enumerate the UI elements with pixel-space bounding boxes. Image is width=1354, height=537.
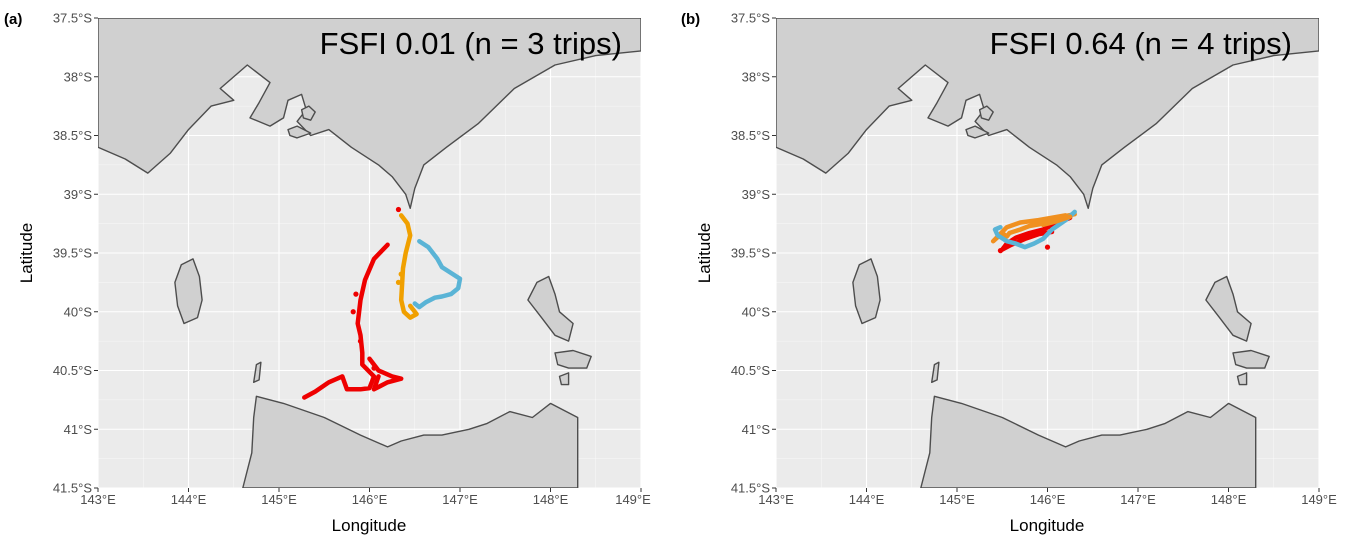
y-tick-label: 40°S (64, 304, 93, 319)
landmasses (98, 18, 641, 488)
land-king-island (852, 258, 881, 325)
location-fix (395, 206, 402, 213)
y-tick-label: 38°S (742, 69, 771, 84)
map-panel-a: 143°E 144°E 145°E 146°E 147°E 148°E 149°E 37.5… (4, 11, 651, 536)
x-axis-ticks: 143°E 144°E 145°E 146°E 147°E 148°E 149°E (80, 488, 651, 507)
y-tick-label: 37.5°S (53, 11, 93, 26)
x-tick-label: 148°E (533, 492, 569, 507)
x-tick-label: 146°E (1030, 492, 1066, 507)
foraging-tracks (302, 206, 463, 400)
x-tick-label: 146°E (352, 492, 388, 507)
trip-track (398, 213, 419, 320)
land-mainland-victoria (776, 18, 1319, 210)
y-tick-label: 40.5°S (731, 363, 771, 378)
y-tick-label: 39°S (742, 187, 771, 202)
land-cape-barren-island (554, 349, 592, 369)
x-tick-label: 149°E (1301, 492, 1337, 507)
x-tick-label: 143°E (758, 492, 794, 507)
land-mainland-victoria (98, 18, 641, 210)
land-french-island (300, 105, 316, 121)
panel-title: FSFI 0.64 (n = 4 trips) (990, 26, 1292, 61)
map-panel-b: 143°E 144°E 145°E 146°E 147°E 148°E 149°E 37.5… (681, 11, 1337, 536)
y-tick-label: 39.5°S (731, 246, 771, 261)
y-tick-label: 38.5°S (53, 128, 93, 143)
land-phillip-island (965, 125, 990, 139)
location-fix (398, 271, 404, 277)
y-axis-title: Latitude (695, 223, 714, 284)
land-flinders-island (1205, 275, 1252, 342)
trip-track (992, 209, 1077, 250)
location-fix (350, 309, 356, 315)
location-fix (997, 248, 1004, 254)
location-fix (1044, 244, 1051, 250)
y-axis-ticks: 37.5°S 38°S 38.5°S 39°S 39.5°S 40°S 40.5°S 41°S… (731, 11, 776, 496)
y-axis-ticks: 37.5°S 38°S 38.5°S 39°S 39.5°S 40°S 40.5°S 41°S… (53, 11, 98, 496)
land-cape-barren-island (1232, 349, 1270, 369)
panel-tag: (a) (4, 11, 22, 28)
foraging-tracks (990, 209, 1077, 254)
y-tick-label: 41.5°S (731, 481, 771, 496)
land-tasmania (242, 395, 579, 488)
trip-track (1040, 214, 1073, 228)
panel-title: FSFI 0.01 (n = 3 trips) (320, 26, 622, 61)
y-tick-label: 40.5°S (53, 363, 93, 378)
x-tick-label: 143°E (80, 492, 116, 507)
x-tick-label: 147°E (1120, 492, 1156, 507)
land-clarke-island (558, 372, 570, 386)
location-fix (371, 365, 377, 371)
y-tick-label: 39°S (64, 187, 93, 202)
location-fix (357, 338, 364, 344)
y-tick-label: 39.5°S (53, 246, 93, 261)
x-tick-label: 145°E (939, 492, 975, 507)
land-hunter-island (252, 361, 262, 383)
y-tick-label: 38.5°S (731, 128, 771, 143)
y-tick-label: 40°S (742, 304, 771, 319)
land-hunter-island (931, 361, 940, 383)
trip-track (367, 356, 404, 392)
x-axis-title: Longitude (1010, 516, 1085, 535)
x-axis-title: Longitude (332, 516, 407, 535)
y-tick-label: 38°S (64, 69, 93, 84)
x-axis-ticks: 143°E 144°E 145°E 146°E 147°E 148°E 149°E (758, 488, 1337, 507)
x-tick-label: 147°E (442, 492, 478, 507)
land-king-island (174, 258, 203, 325)
trip-track (1000, 215, 1073, 252)
y-axis-title: Latitude (17, 223, 36, 284)
x-tick-label: 149°E (615, 492, 651, 507)
land-flinders-island (527, 275, 574, 342)
y-tick-label: 41.5°S (53, 481, 93, 496)
land-phillip-island (287, 125, 312, 139)
land-clarke-island (1236, 372, 1248, 386)
y-tick-label: 41°S (64, 422, 93, 437)
x-tick-label: 144°E (849, 492, 885, 507)
land-french-island (978, 105, 994, 121)
x-tick-label: 144°E (171, 492, 207, 507)
x-tick-label: 145°E (261, 492, 297, 507)
x-tick-label: 148°E (1211, 492, 1247, 507)
landmasses (776, 18, 1319, 488)
panel-tag: (b) (681, 11, 700, 28)
trip-track (302, 242, 390, 400)
y-tick-label: 41°S (742, 422, 771, 437)
location-fix (395, 279, 402, 285)
y-tick-label: 37.5°S (731, 11, 771, 26)
location-fix (353, 291, 359, 297)
land-tasmania (920, 395, 1257, 488)
trip-track (412, 238, 463, 310)
